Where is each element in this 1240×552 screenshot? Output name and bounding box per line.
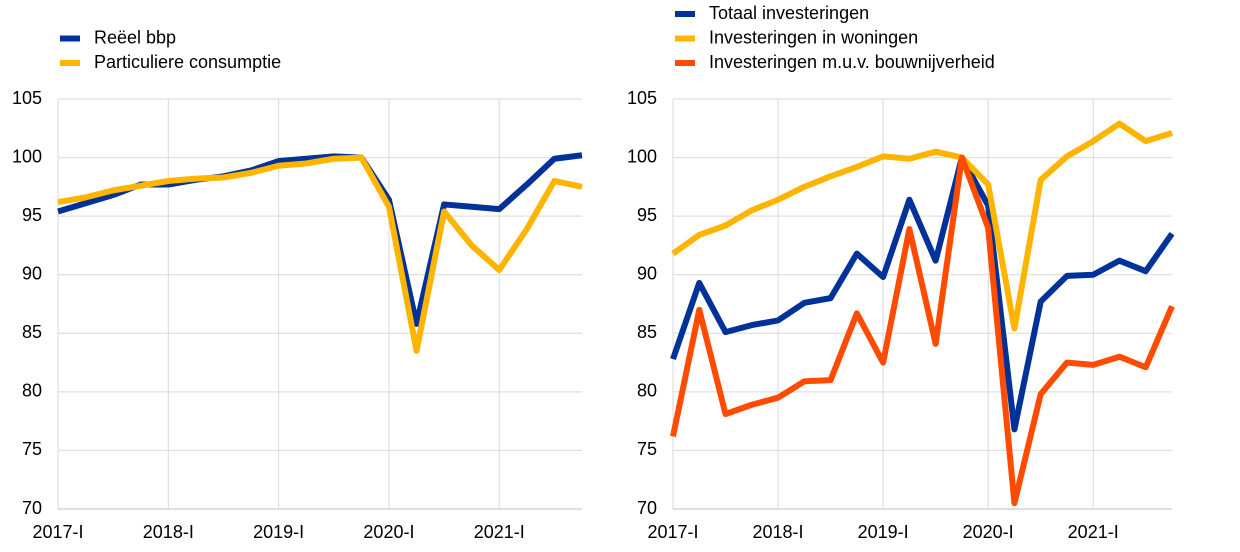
y-tick-label: 90 [22,263,42,283]
y-tick-label: 105 [627,88,657,108]
legend-label: Investeringen in woningen [709,27,918,47]
x-tick-label: 2018-I [753,522,804,542]
legend-label: Investeringen m.u.v. bouwnijverheid [709,52,995,72]
y-tick-label: 95 [637,205,657,225]
series-line [57,154,583,354]
y-tick-label: 85 [637,322,657,342]
y-tick-label: 85 [22,322,42,342]
legend-label: Particuliere consumptie [94,52,281,72]
legend-label: Totaal investeringen [709,3,869,23]
x-tick-label: 2017-I [647,522,698,542]
y-tick-label: 105 [12,88,42,108]
x-tick-label: 2020-I [963,522,1014,542]
y-tick-label: 80 [637,381,657,401]
y-tick-label: 70 [22,498,42,518]
x-tick-label: 2021-I [1068,522,1119,542]
series-line [670,154,1175,433]
y-tick-label: 70 [637,498,657,518]
x-tick-label: 2019-I [253,522,304,542]
x-tick-label: 2018-I [143,522,194,542]
y-tick-label: 75 [22,439,42,459]
legend-label: Reëel bbp [94,27,176,47]
y-tick-label: 95 [22,205,42,225]
y-tick-label: 75 [637,439,657,459]
series-line [671,120,1173,332]
y-tick-label: 100 [627,146,657,166]
y-tick-label: 100 [12,146,42,166]
x-tick-label: 2017-I [32,522,83,542]
x-tick-label: 2020-I [363,522,414,542]
y-tick-label: 90 [637,263,657,283]
x-tick-label: 2019-I [858,522,909,542]
series-line [670,154,1175,507]
y-tick-label: 80 [22,381,42,401]
x-tick-label: 2021-I [474,522,525,542]
series-line [57,152,583,327]
